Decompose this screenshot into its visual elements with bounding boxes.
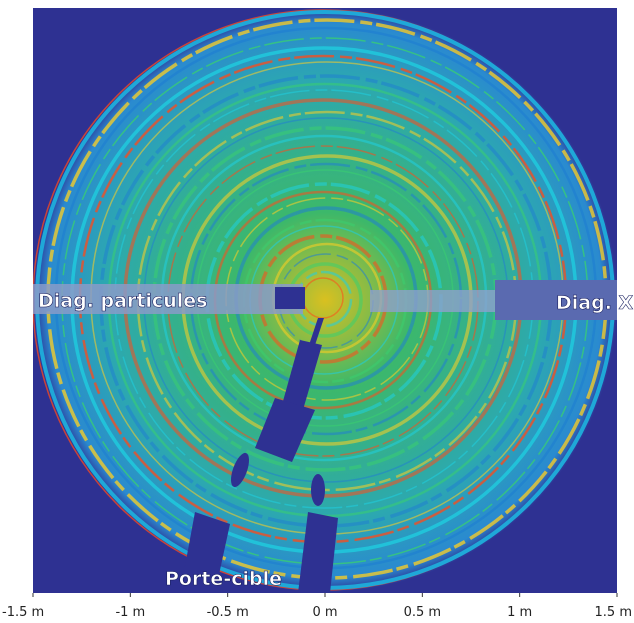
apparatus [33,280,617,593]
annotation: Diag. X [556,292,634,314]
x-tick-label: 0.5 m [404,605,441,620]
x-tick-label: -0.5 m [207,605,249,620]
beam-left [33,284,303,314]
block [275,287,305,309]
x-tick-label: 1 m [507,605,532,620]
x-tick-label: -1 m [115,605,145,620]
x-tick-label: 0 m [312,605,337,620]
leg [298,512,338,593]
beam-right [370,290,530,312]
leg [180,512,230,593]
annotation: Diag. particules [38,290,207,312]
support [311,474,325,506]
x-tick-label: -1.5 m [2,605,44,620]
x-tick-label: 1.5 m [595,605,632,620]
annotation: Porte-cible [165,568,282,590]
holder [255,398,315,462]
arm [280,340,322,420]
field-disc [33,8,617,592]
support [230,452,250,488]
diag-x-housing [495,280,617,320]
